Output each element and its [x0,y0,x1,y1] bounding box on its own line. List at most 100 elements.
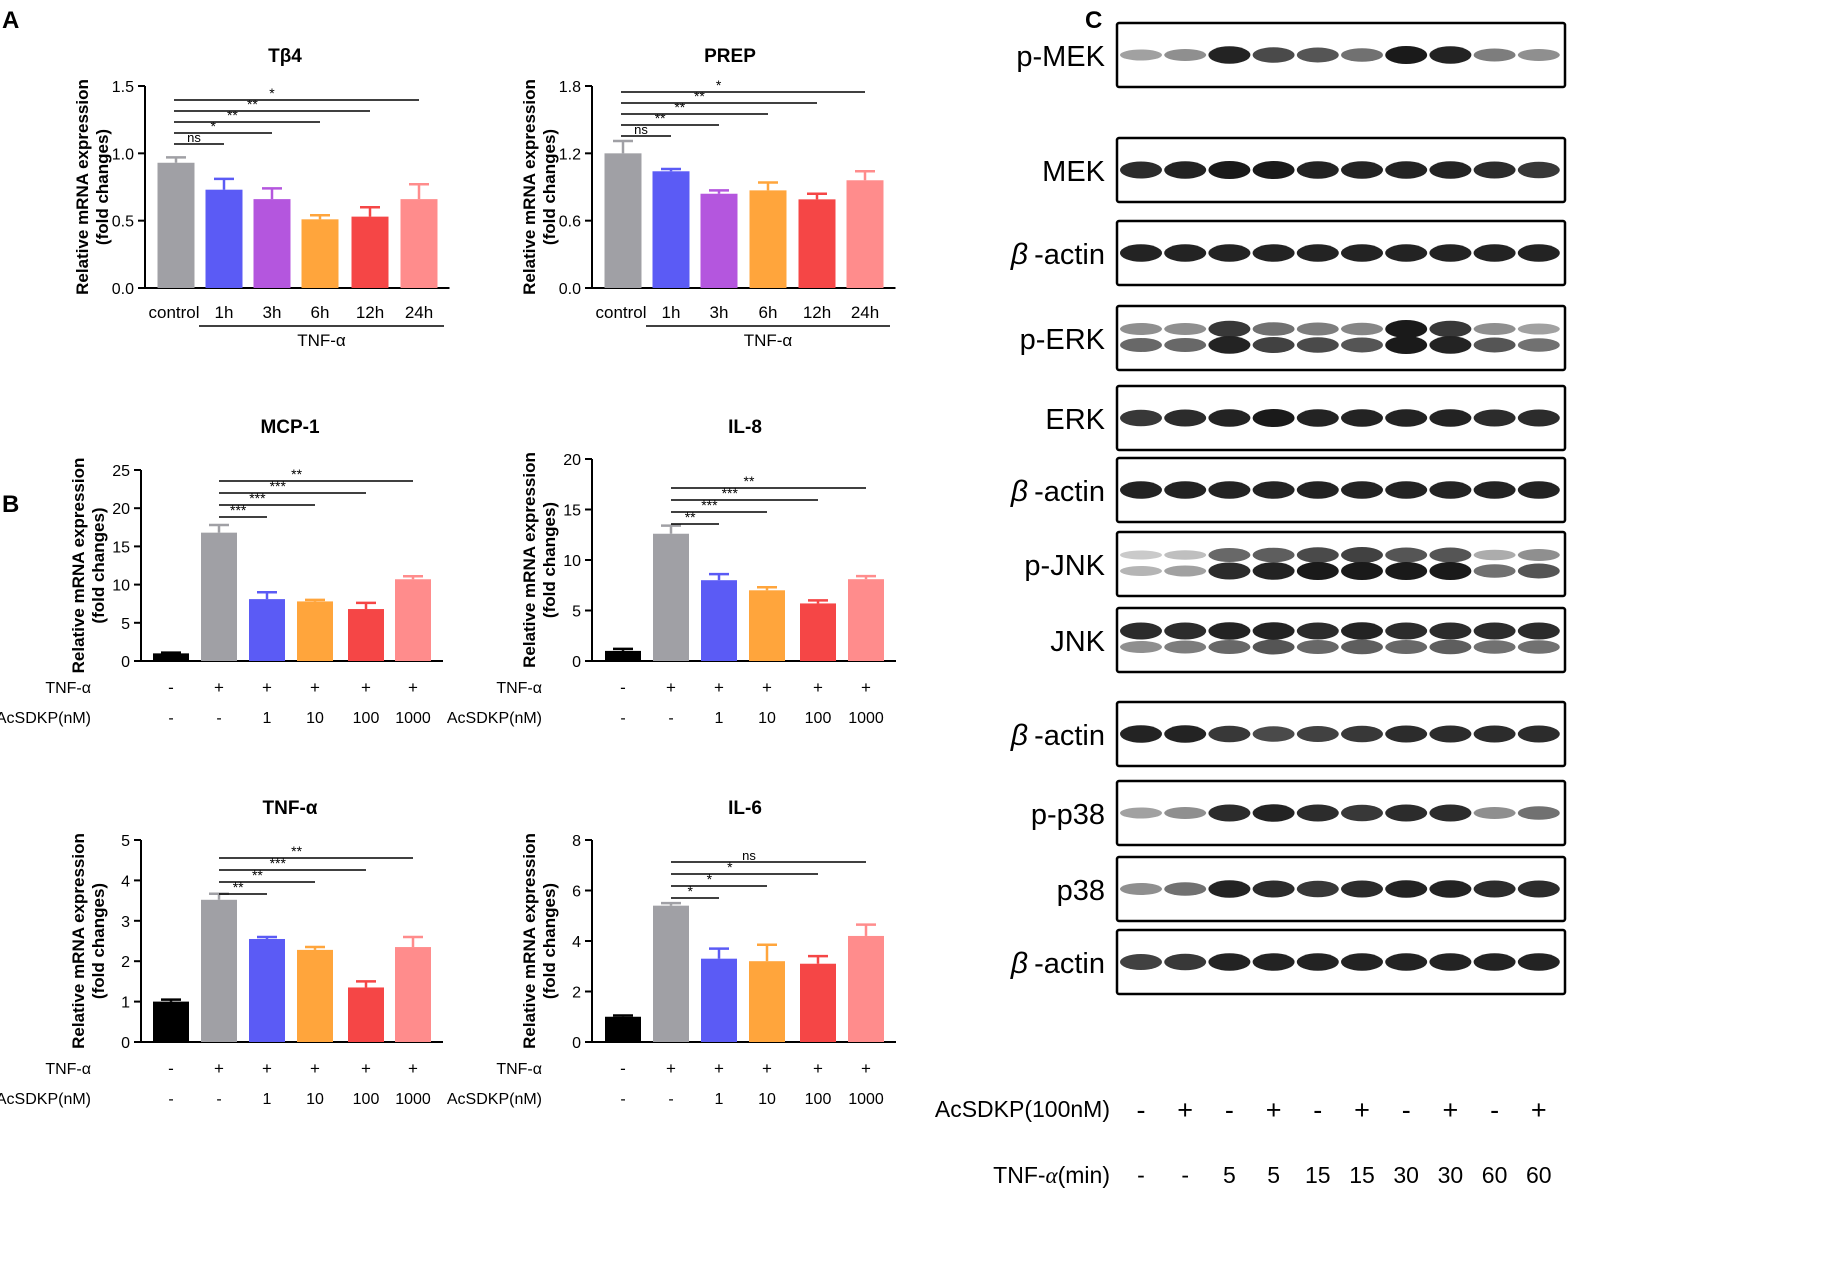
blot-band [1385,725,1428,743]
blot-band [1473,244,1516,262]
lane-acsdkp-value: - [1137,1095,1146,1125]
row-label-acsdkp: AcSDKP(nM) [0,710,91,727]
blot-band [1296,337,1339,353]
blot-band [1473,953,1516,971]
blot-band [1208,161,1251,179]
row-value-tnf: - [620,1059,626,1078]
row-value-tnf: + [666,678,676,697]
row-value-acsdkp: - [216,1091,221,1108]
blot-band [1252,47,1295,63]
row-label-tnf: TNF-α [496,1061,542,1078]
lane-row-label-acsdkp: AcSDKP(100nM) [935,1096,1110,1122]
y-axis-label-units: (fold changes) [540,883,559,999]
blot-band [1208,548,1251,562]
significance-mark: ** [744,473,755,489]
significance-mark: *** [270,855,287,871]
blot-label: p-p38 [1031,799,1105,831]
beta-symbol: β [1010,238,1028,271]
row-value-tnf: + [214,678,224,697]
x-tick-label: 24h [405,303,433,322]
lane-tnf-value: 15 [1349,1162,1375,1188]
row-label-acsdkp: AcSDKP(nM) [447,710,542,727]
significance-mark: * [269,85,275,101]
blot-band [1208,622,1251,640]
blot-band [1341,562,1383,580]
blot-band [1164,565,1207,577]
bar [301,219,339,288]
blot-band [1517,481,1560,499]
row-value-acsdkp: 100 [805,1091,832,1108]
blot-band [1164,807,1207,819]
bar [395,947,431,1042]
y-axis-label: Relative mRNA expression [520,79,539,295]
blot-band [1252,804,1295,822]
x-tick-label: 1h [215,303,234,322]
y-tick-label: 5 [121,616,130,633]
lane-acsdkp-value: + [1443,1095,1459,1125]
y-tick-label: 4 [572,934,581,951]
blot-band [1385,409,1428,427]
blot-band [1473,323,1516,335]
row-value-acsdkp: 10 [306,710,324,727]
tnf-label: TNF- [993,1162,1045,1188]
bar [351,216,389,288]
blot-band [1473,725,1516,743]
y-tick-label: 1.0 [112,146,134,163]
blot-band [1517,725,1560,743]
blot-band [1429,639,1472,655]
row-value-tnf: + [666,1059,676,1078]
blot-band [1517,622,1560,640]
y-tick-label: 1.5 [112,79,134,96]
blot-band [1429,953,1472,971]
blot-label: p38 [1057,875,1105,907]
blot-frame [1115,606,1567,674]
blot-band [1164,49,1207,61]
blot-band [1120,550,1162,560]
row-label-tnf: TNF-α [496,680,542,697]
blot-band [1429,725,1472,743]
chart-il8: IL-8 Relative mRNA expression (fold change… [447,417,896,727]
y-axis-label: Relative mRNA expression [69,458,88,674]
blot-band [1473,409,1516,427]
blot-band [1164,882,1207,896]
bar [157,162,195,288]
blot-label: p-MEK [1016,41,1105,73]
x-tick-label: 24h [851,303,879,322]
bar [153,1001,189,1042]
blot-band [1296,161,1339,179]
blot-band [1252,409,1295,427]
y-tick-label: 20 [563,452,581,469]
bar [749,190,787,288]
row-value-acsdkp: 10 [758,710,776,727]
blot-band [1341,48,1383,62]
blot-band [1385,336,1428,354]
bar [348,609,384,661]
blot-band [1120,954,1162,970]
row-value-tnf: + [861,678,871,697]
bar [653,533,689,661]
bar [400,199,438,288]
y-tick-label: 3 [121,914,130,931]
blot-band [1120,481,1162,499]
blot-band [1385,161,1428,179]
group-label: TNF-α [297,331,346,350]
significance-mark: * [727,859,733,875]
significance-mark: * [210,118,216,134]
blot-band [1208,244,1251,262]
blot-band [1296,726,1339,742]
y-axis-label-units: (fold changes) [540,129,559,245]
blot-band [1252,639,1295,655]
blot-band [1473,640,1516,654]
blot-row: β -actin [1010,700,1567,768]
row-value-tnf: - [620,678,626,697]
y-tick-label: 15 [563,503,581,520]
bar [249,599,285,661]
blot-band [1341,547,1383,563]
bar [653,905,689,1042]
bar [348,987,384,1042]
beta-symbol: β [1010,719,1028,752]
blot-row: p-ERK [1020,304,1567,372]
blot-band [1341,639,1383,655]
blot-band [1208,880,1251,898]
